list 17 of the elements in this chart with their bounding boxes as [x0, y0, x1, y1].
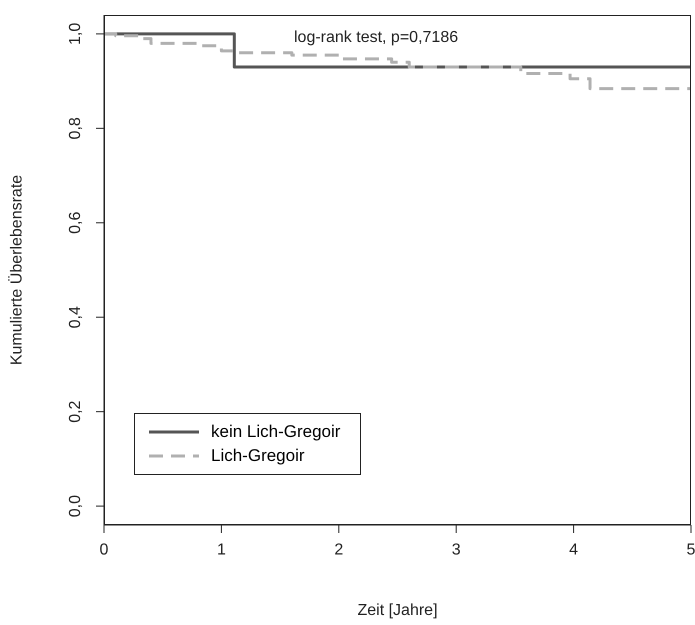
y-tick-label: 0,8 — [67, 117, 84, 140]
x-tick-label: 1 — [216, 541, 226, 558]
y-tick-label: 1,0 — [67, 22, 84, 46]
x-tick-label: 4 — [569, 541, 578, 558]
legend-label: Lich-Gregoir — [211, 445, 305, 467]
x-axis-title: Zeit [Jahre] — [357, 602, 438, 619]
legend-label: kein Lich-Gregoir — [211, 421, 340, 443]
x-tick-label: 2 — [334, 541, 344, 558]
x-tick-label: 3 — [452, 541, 461, 558]
y-tick-label: 0,0 — [67, 494, 84, 518]
annotation: log-rank test, p=0,7186 — [294, 29, 458, 47]
y-tick-label: 0,4 — [67, 306, 84, 328]
x-tick-label: 5 — [686, 541, 695, 558]
x-tick-label: 0 — [100, 541, 109, 558]
y-tick-label: 0,2 — [67, 400, 84, 423]
y-tick-label: 0,6 — [67, 212, 84, 234]
y-axis-title: Kumulierte Überlebensrate — [8, 174, 26, 366]
